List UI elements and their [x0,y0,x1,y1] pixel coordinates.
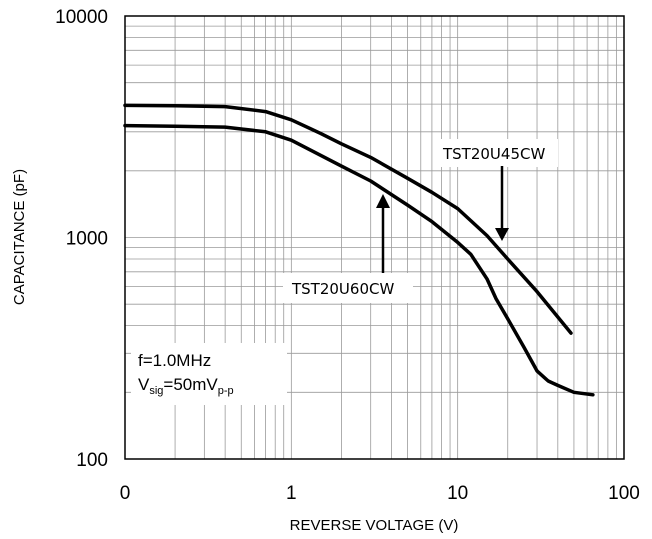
y-tick-label: 10000 [55,7,108,28]
grid [125,16,624,459]
condition-box [131,343,287,405]
series-group [123,103,595,397]
x-tick-label: 10 [447,483,468,504]
x-tick-label: 1 [286,483,297,504]
series-line-tst20u60cw [123,123,595,397]
callout-box-45 [436,139,558,167]
y-tick-label: 1000 [66,229,108,250]
cond-v: V [138,375,150,394]
cond-sig-sub: sig [149,385,163,397]
plot-frame [124,15,625,460]
y-axis-title: CAPACITANCE (pF) [11,169,28,305]
x-axis-title: REVERSE VOLTAGE (V) [290,517,459,534]
cond-val: =50mV [163,375,218,394]
cond-pp-sub: p-p [218,385,234,397]
series-line-tst20u45cw [123,103,573,335]
x-tick-label: 0 [120,483,131,504]
condition-signal: Vsig=50mVp-p [138,375,234,397]
callout-label-60: TST20U60CW [291,280,394,298]
arrow-45 [495,166,509,241]
callout-box-60 [283,273,413,303]
condition-frequency: f=1.0MHz [138,351,211,370]
x-tick-label: 100 [608,483,640,504]
y-tick-label: 100 [76,450,108,471]
arrow-60 [376,194,390,273]
tick-labels: 0 1 10 100 100 1000 10000 [55,7,640,504]
callout-label-45: TST20U45CW [442,145,545,163]
